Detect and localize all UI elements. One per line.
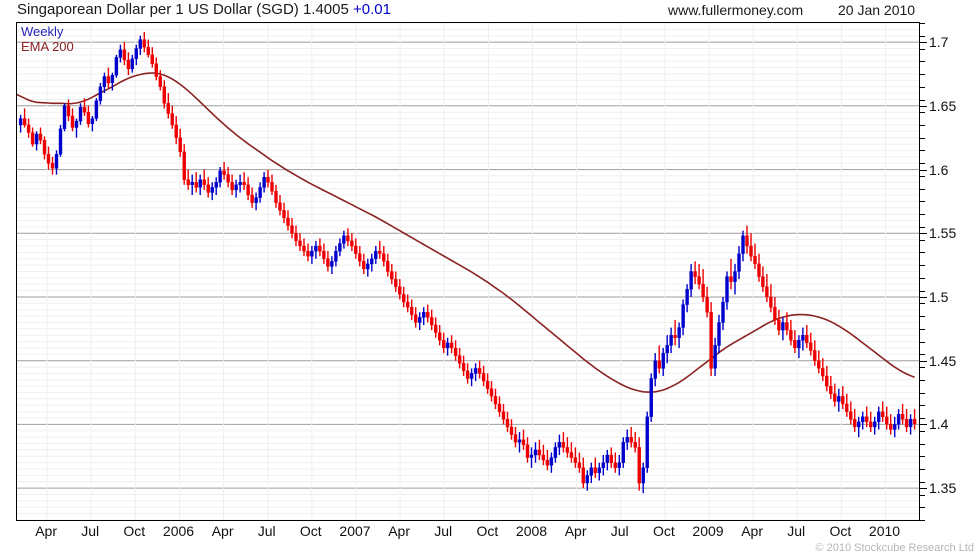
y-axis-tick: [920, 379, 925, 381]
y-axis-tick-major: [920, 169, 927, 171]
y-axis-tick: [920, 341, 925, 343]
y-axis-label: 1.45: [929, 352, 957, 369]
x-axis-label: Jul: [610, 523, 629, 539]
y-axis-tick: [920, 265, 925, 267]
x-axis-label: 2007: [339, 523, 371, 539]
y-axis-tick-major: [920, 488, 927, 490]
y-axis-tick-major: [920, 233, 927, 235]
x-axis: Apr Jul Oct 2006 Apr Jul Oct 2007 Apr Jul Oct 2008 A…: [0, 521, 980, 543]
y-axis-tick: [920, 35, 925, 37]
y-axis-tick: [920, 507, 925, 509]
x-axis-label: Jul: [434, 523, 453, 539]
y-axis-tick: [920, 86, 925, 88]
x-axis-label: Oct: [829, 523, 852, 539]
x-axis-label: Apr: [741, 523, 763, 539]
y-axis-tick: [920, 124, 925, 126]
y-axis-tick: [920, 405, 925, 407]
y-axis-tick: [920, 290, 925, 292]
x-axis-label: Oct: [123, 523, 146, 539]
y-axis-tick: [920, 239, 925, 241]
chart-gridlines: [17, 23, 919, 520]
x-axis-label: Jul: [787, 523, 806, 539]
y-axis-tick: [920, 137, 925, 139]
y-axis-tick: [920, 150, 925, 152]
y-axis-label: 1.5: [929, 289, 949, 305]
y-axis-tick: [920, 392, 925, 394]
y-axis-tick: [920, 316, 925, 318]
x-axis-label: Oct: [653, 523, 675, 539]
y-axis-tick: [920, 112, 925, 114]
y-axis-tick: [920, 367, 925, 369]
chart-legend: Weekly EMA 200: [21, 24, 74, 55]
y-axis-tick: [920, 23, 925, 24]
y-axis-tick-major: [920, 424, 927, 426]
x-axis-label: Oct: [299, 523, 322, 539]
x-axis-label: 2009: [692, 523, 724, 539]
x-axis-label: Jul: [257, 523, 276, 539]
plot-area: Weekly EMA 200: [16, 22, 920, 521]
copyright-notice: © 2010 Stockcube Research Ltd: [815, 542, 974, 554]
y-axis-tick-major: [920, 297, 927, 298]
chart-title: Singaporean Dollar per 1 US Dollar (SGD)…: [17, 1, 391, 18]
y-axis-tick: [920, 188, 925, 190]
source-website: www.fullermoney.com: [668, 2, 804, 18]
y-axis-tick-major: [920, 42, 927, 44]
legend-item-weekly: Weekly: [21, 24, 64, 39]
y-axis-tick: [920, 456, 925, 458]
legend-item-ema200: EMA 200: [21, 38, 74, 54]
y-axis-tick: [920, 214, 925, 216]
chart-title-text: Singaporean Dollar per 1 US Dollar (SGD)…: [17, 1, 349, 18]
y-axis-tick: [920, 61, 925, 63]
x-axis-label: 2010: [868, 523, 901, 539]
y-axis-tick: [920, 481, 925, 483]
y-axis-tick: [920, 74, 925, 75]
x-axis-label: 2008: [515, 523, 548, 539]
y-axis-tick: [920, 520, 925, 521]
y-axis-tick: [920, 418, 925, 420]
y-axis-label: 1.35: [929, 480, 957, 497]
y-axis-tick: [920, 163, 925, 165]
x-axis-label: Apr: [211, 523, 234, 539]
y-axis-tick-major: [920, 105, 927, 107]
y-axis: 1.7 1.65 1.6 1.55 1.5 1.45 1.4 1.35: [920, 22, 980, 521]
y-axis-tick: [920, 494, 925, 496]
y-axis-label: 1.6: [929, 161, 949, 178]
x-axis-label: Apr: [388, 523, 410, 539]
y-axis-tick: [920, 443, 925, 445]
price-change: +0.01: [353, 1, 391, 18]
y-axis-label: 1.65: [929, 97, 957, 114]
y-axis-tick: [920, 430, 925, 432]
chart-date: 20 Jan 2010: [838, 2, 916, 18]
y-axis-label: 1.4: [929, 416, 949, 433]
y-axis-tick-major: [920, 360, 927, 362]
y-axis-tick: [920, 175, 925, 177]
y-axis-tick: [920, 303, 925, 305]
y-axis-tick: [920, 469, 925, 470]
y-axis-tick: [920, 226, 925, 228]
y-axis-label: 1.7: [929, 34, 949, 51]
y-axis-tick: [920, 99, 925, 101]
y-axis-tick: [920, 328, 925, 330]
y-axis-tick: [920, 48, 925, 50]
x-axis-label: Apr: [564, 523, 587, 539]
y-axis-tick: [920, 252, 925, 254]
y-axis-label: 1.55: [929, 225, 957, 242]
y-axis-tick: [920, 277, 925, 279]
chart-header: Singaporean Dollar per 1 US Dollar (SGD)…: [0, 0, 980, 22]
x-axis-label: Oct: [476, 523, 499, 539]
x-axis-label: 2006: [162, 523, 195, 539]
x-axis-label: Jul: [81, 523, 100, 539]
y-axis-tick: [920, 354, 925, 356]
chart-plot-series: [17, 31, 917, 494]
x-axis-label: Apr: [35, 523, 57, 539]
y-axis-tick: [920, 201, 925, 203]
